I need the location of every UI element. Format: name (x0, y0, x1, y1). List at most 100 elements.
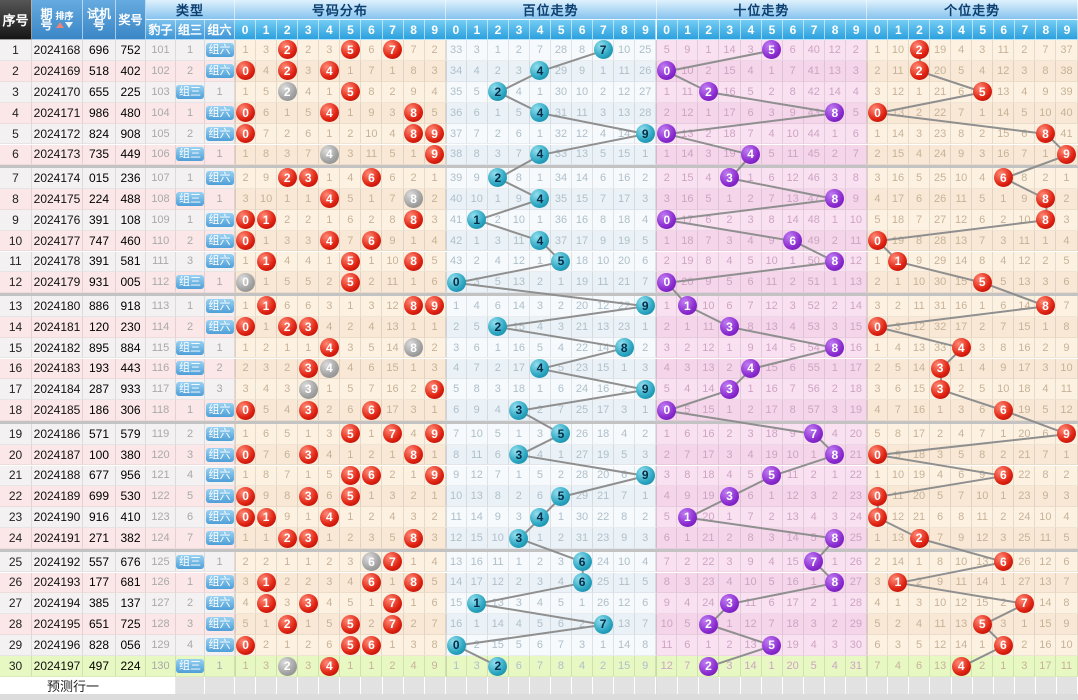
prediction-cell[interactable] (424, 677, 446, 694)
prediction-cell[interactable] (951, 677, 973, 694)
prediction-cell[interactable] (572, 677, 594, 694)
prediction-cell[interactable] (530, 677, 552, 694)
hundreds-miss-count: 6 (508, 123, 530, 145)
prediction-cell[interactable] (176, 677, 205, 694)
prediction-cell[interactable] (825, 677, 847, 694)
tens-miss-count: 17 (677, 209, 699, 231)
table-row: 15 2024182 895 884 115 组三 1 1 2 1 1 4 3 5 14 8 2 3 6 1 16 5 4 2… (0, 337, 1078, 359)
units-miss-count: 10 (887, 40, 909, 61)
distribution-miss-count: 3 (403, 400, 425, 422)
cell-baozi-miss: 111 (146, 251, 176, 273)
tens-ball-purple: 0 (657, 272, 677, 292)
prediction-cell[interactable] (205, 677, 235, 694)
units-miss-count: 3 (866, 81, 888, 103)
prediction-cell[interactable] (930, 677, 952, 694)
prediction-cell[interactable] (1014, 677, 1036, 694)
units-miss-count: 5 (866, 423, 888, 445)
prediction-cell[interactable] (1056, 677, 1078, 694)
prediction-cell[interactable] (846, 677, 868, 694)
distribution-ball: 6 (361, 230, 383, 252)
cell-zu6-miss: 1 (205, 656, 235, 677)
hundreds-miss-count: 15 (466, 528, 488, 550)
prediction-cell[interactable] (277, 677, 299, 694)
prediction-cell[interactable] (993, 677, 1015, 694)
units-miss-count: 3 (993, 230, 1015, 252)
tens-miss-count: 2 (824, 144, 846, 166)
prediction-cell[interactable] (508, 677, 531, 694)
distribution-miss-count: 3 (424, 209, 446, 231)
units-miss-count: 7 (1035, 40, 1057, 61)
distribution-ball-gray: 0 (236, 272, 256, 292)
units-miss-count: 1 (1035, 144, 1057, 166)
cell-zu6: 组六 (205, 528, 235, 550)
hundreds-miss-count: 12 (445, 528, 467, 550)
prediction-cell[interactable] (445, 677, 467, 694)
prediction-cell[interactable] (298, 677, 320, 694)
prediction-cell[interactable] (382, 677, 404, 694)
hundreds-miss-count: 5 (508, 102, 530, 124)
hundreds-miss-count: 7 (635, 272, 657, 294)
prediction-cell[interactable] (698, 677, 720, 694)
prediction-cell[interactable] (867, 677, 889, 694)
table-row: 27 2024194 385 137 127 2 组六 4 1 3 3 4 5 1 7 1 6 15 1 13 3 4 5 1… (0, 593, 1078, 615)
prediction-cell[interactable] (235, 677, 257, 694)
prediction-cell[interactable] (719, 677, 741, 694)
hundreds-miss-count: 14 (572, 167, 594, 189)
cell-baozi-miss: 129 (146, 635, 176, 657)
zu3-badge: 组三 (176, 659, 204, 674)
prediction-cell[interactable] (340, 677, 362, 694)
prediction-cell[interactable] (888, 677, 910, 694)
prediction-cell[interactable] (782, 677, 804, 694)
prediction-cell[interactable] (319, 677, 341, 694)
sort-desc-button[interactable] (65, 21, 73, 28)
col-header-digit-1: 1 (466, 20, 488, 40)
distribution-miss-count: 2 (235, 358, 257, 380)
prediction-cell[interactable] (909, 677, 931, 694)
prediction-cell[interactable] (972, 677, 994, 694)
units-miss-count: 4 (909, 144, 931, 166)
prediction-cell[interactable] (593, 677, 615, 694)
hundreds-miss-count: 8 (635, 635, 657, 657)
prediction-cell[interactable] (256, 677, 278, 694)
units-miss-count: 15 (909, 379, 931, 401)
units-miss-count: 11 (1035, 528, 1057, 550)
cell-test-number: 696 (83, 40, 116, 61)
tens-miss-count: 5 (677, 400, 699, 422)
tens-miss-count: 2 (740, 188, 762, 210)
prediction-cell[interactable] (361, 677, 383, 694)
tens-miss-count: 5 (740, 251, 762, 273)
distribution-ball: 8 (403, 188, 425, 210)
prediction-cell[interactable] (761, 677, 783, 694)
prediction-cell[interactable] (487, 677, 509, 694)
tens-ball: 4 (740, 358, 762, 380)
hundreds-miss-count: 39 (445, 167, 467, 189)
distribution-ball: 8 (403, 444, 425, 466)
table-row: 14 2024181 120 230 114 2 组六 0 1 2 3 4 2 4 13 1 1 2 5 2 15 4 3 2… (0, 316, 1078, 338)
units-ball: 0 (866, 444, 888, 466)
units-miss-count: 19 (887, 230, 909, 252)
prediction-cell[interactable] (635, 677, 657, 694)
prediction-cell[interactable] (740, 677, 762, 694)
hundreds-miss-count: 6 (529, 486, 551, 508)
prediction-cell[interactable] (656, 677, 678, 694)
prediction-cell[interactable] (551, 677, 573, 694)
units-miss-count: 11 (993, 40, 1015, 61)
prediction-cell[interactable] (677, 677, 699, 694)
sort-asc-button[interactable] (56, 21, 64, 28)
prediction-cell[interactable] (466, 677, 488, 694)
hundreds-miss-count: 3 (529, 295, 551, 317)
units-miss-count: 7 (909, 209, 931, 231)
prediction-cell[interactable] (1035, 677, 1057, 694)
units-miss-count: 1 (909, 81, 931, 103)
prediction-cell[interactable] (614, 677, 636, 694)
zu3-badge: 组三 (176, 147, 204, 162)
prediction-cell[interactable] (804, 677, 826, 694)
tens-miss-count: 27 (845, 572, 867, 594)
tens-miss-count: 3 (740, 423, 762, 445)
cell-period: 2024191 (32, 528, 83, 550)
tens-miss-count: 9 (740, 337, 762, 359)
units-miss-count: 8 (930, 551, 952, 573)
tens-miss-count: 4 (803, 507, 825, 529)
prediction-cell[interactable] (403, 677, 425, 694)
units-ball-red: 0 (867, 231, 887, 251)
